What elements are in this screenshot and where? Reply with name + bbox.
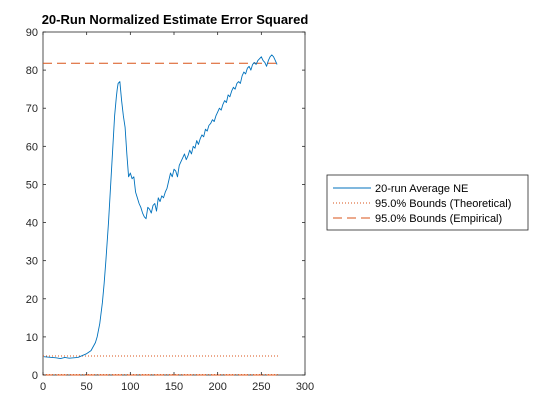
y-tick-label: 80 bbox=[26, 65, 38, 77]
x-tick-label: 50 bbox=[81, 381, 93, 393]
y-tick-label: 20 bbox=[26, 294, 38, 306]
legend-label: 20-run Average NE bbox=[375, 183, 468, 195]
legend: 20-run Average NE 95.0% Bounds (Theoretic… bbox=[326, 174, 529, 231]
plot-area: 0 50 100 150 200 250 300 0 10 20 30 40 50 60 70 80 90 bbox=[26, 27, 314, 393]
legend-label: 95.0% Bounds (Empirical) bbox=[375, 213, 502, 225]
x-tick-label: 100 bbox=[121, 381, 139, 393]
y-tick-label: 90 bbox=[26, 27, 38, 39]
y-tick-label: 70 bbox=[26, 103, 38, 115]
legend-label: 95.0% Bounds (Theoretical) bbox=[375, 198, 511, 210]
x-tick-label: 250 bbox=[252, 381, 270, 393]
y-tick-label: 40 bbox=[26, 218, 38, 230]
ticks-layer: 0 50 100 150 200 250 300 0 10 20 30 40 50 60 70 80 90 bbox=[26, 27, 314, 393]
y-tick-label: 50 bbox=[26, 179, 38, 191]
legend-items: 20-run Average NE 95.0% Bounds (Theoretic… bbox=[333, 183, 511, 225]
x-tick-label: 200 bbox=[208, 381, 226, 393]
x-tick-label: 150 bbox=[165, 381, 183, 393]
x-tick-label: 0 bbox=[40, 381, 46, 393]
x-tick-label: 300 bbox=[296, 381, 314, 393]
y-tick-label: 10 bbox=[26, 332, 38, 344]
average-ne-line bbox=[43, 54, 278, 360]
y-tick-label: 60 bbox=[26, 141, 38, 153]
chart-title: 20-Run Normalized Estimate Error Squared bbox=[42, 12, 309, 27]
y-tick-label: 30 bbox=[26, 256, 38, 268]
series-layer bbox=[43, 54, 279, 376]
plot-frame bbox=[42, 31, 306, 376]
y-tick-label: 0 bbox=[32, 370, 38, 382]
